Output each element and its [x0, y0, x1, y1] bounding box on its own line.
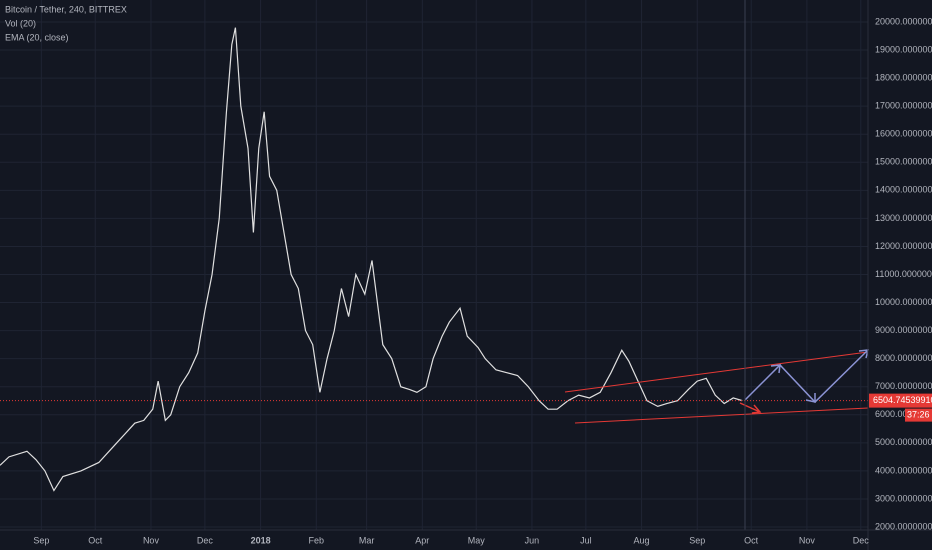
indicator-label: Vol (20) — [5, 18, 36, 28]
x-tick-label: Oct — [744, 535, 759, 545]
y-tick-label: 10000.00000000 — [875, 297, 932, 307]
x-tick-label: 2018 — [251, 535, 271, 545]
indicator-label: EMA (20, close) — [5, 32, 69, 42]
x-tick-label: Oct — [88, 535, 103, 545]
y-tick-label: 16000.00000000 — [875, 129, 932, 139]
x-tick-label: Dec — [853, 535, 870, 545]
y-tick-label: 7000.00000000 — [875, 381, 932, 391]
y-tick-label: 2000.00000000 — [875, 521, 932, 531]
x-tick-label: Apr — [415, 535, 429, 545]
y-tick-label: 18000.00000000 — [875, 72, 932, 82]
y-tick-label: 14000.00000000 — [875, 185, 932, 195]
y-tick-label: 9000.00000000 — [875, 325, 932, 335]
y-tick-label: 12000.00000000 — [875, 241, 932, 251]
y-tick-label: 5000.00000000 — [875, 437, 932, 447]
red-arrow — [739, 402, 761, 413]
red-arrow-head — [751, 404, 762, 414]
countdown-box — [905, 408, 932, 422]
x-tick-label: Jul — [580, 535, 592, 545]
y-tick-label: 4000.00000000 — [875, 465, 932, 475]
y-tick-label: 6000.00000000 — [875, 409, 932, 419]
channel-top — [564, 351, 869, 393]
countdown-label: 37:26 — [907, 409, 930, 419]
x-tick-label: May — [468, 535, 486, 545]
arrow-head — [805, 393, 816, 403]
projection-arrows — [744, 349, 869, 404]
grid — [0, 0, 868, 530]
channel-bottom — [574, 407, 869, 424]
y-tick-label: 19000.00000000 — [875, 44, 932, 54]
x-tick-label: Mar — [359, 535, 375, 545]
y-tick-label: 17000.00000000 — [875, 101, 932, 111]
axes: 2000.00000000 3000.00000000 4000.00000000 5… — [33, 16, 932, 545]
y-tick-label: 11000.00000000 — [875, 269, 932, 279]
plot — [0, 27, 868, 492]
x-tick-label: Nov — [143, 535, 160, 545]
x-tick-label: Feb — [309, 535, 325, 545]
x-tick-label: Dec — [197, 535, 214, 545]
arrow-head — [770, 364, 781, 374]
x-tick-label: Sep — [689, 535, 705, 545]
y-tick-label: 13000.00000000 — [875, 213, 932, 223]
y-tick-label: 20000.00000000 — [875, 16, 932, 26]
price-label-box — [869, 393, 932, 408]
y-tick-label: 3000.00000000 — [875, 493, 932, 503]
price-label: 6504.74539910 — [873, 395, 932, 405]
price-line — [0, 27, 743, 492]
x-tick-label: Nov — [799, 535, 816, 545]
x-tick-label: Jun — [525, 535, 540, 545]
y-tick-label: 8000.00000000 — [875, 353, 932, 363]
drawings — [564, 0, 869, 530]
x-tick-label: Sep — [33, 535, 49, 545]
chart-title: Bitcoin / Tether, 240, BITTREX — [5, 4, 127, 14]
y-tick-label: 15000.00000000 — [875, 157, 932, 167]
x-tick-label: Aug — [634, 535, 650, 545]
